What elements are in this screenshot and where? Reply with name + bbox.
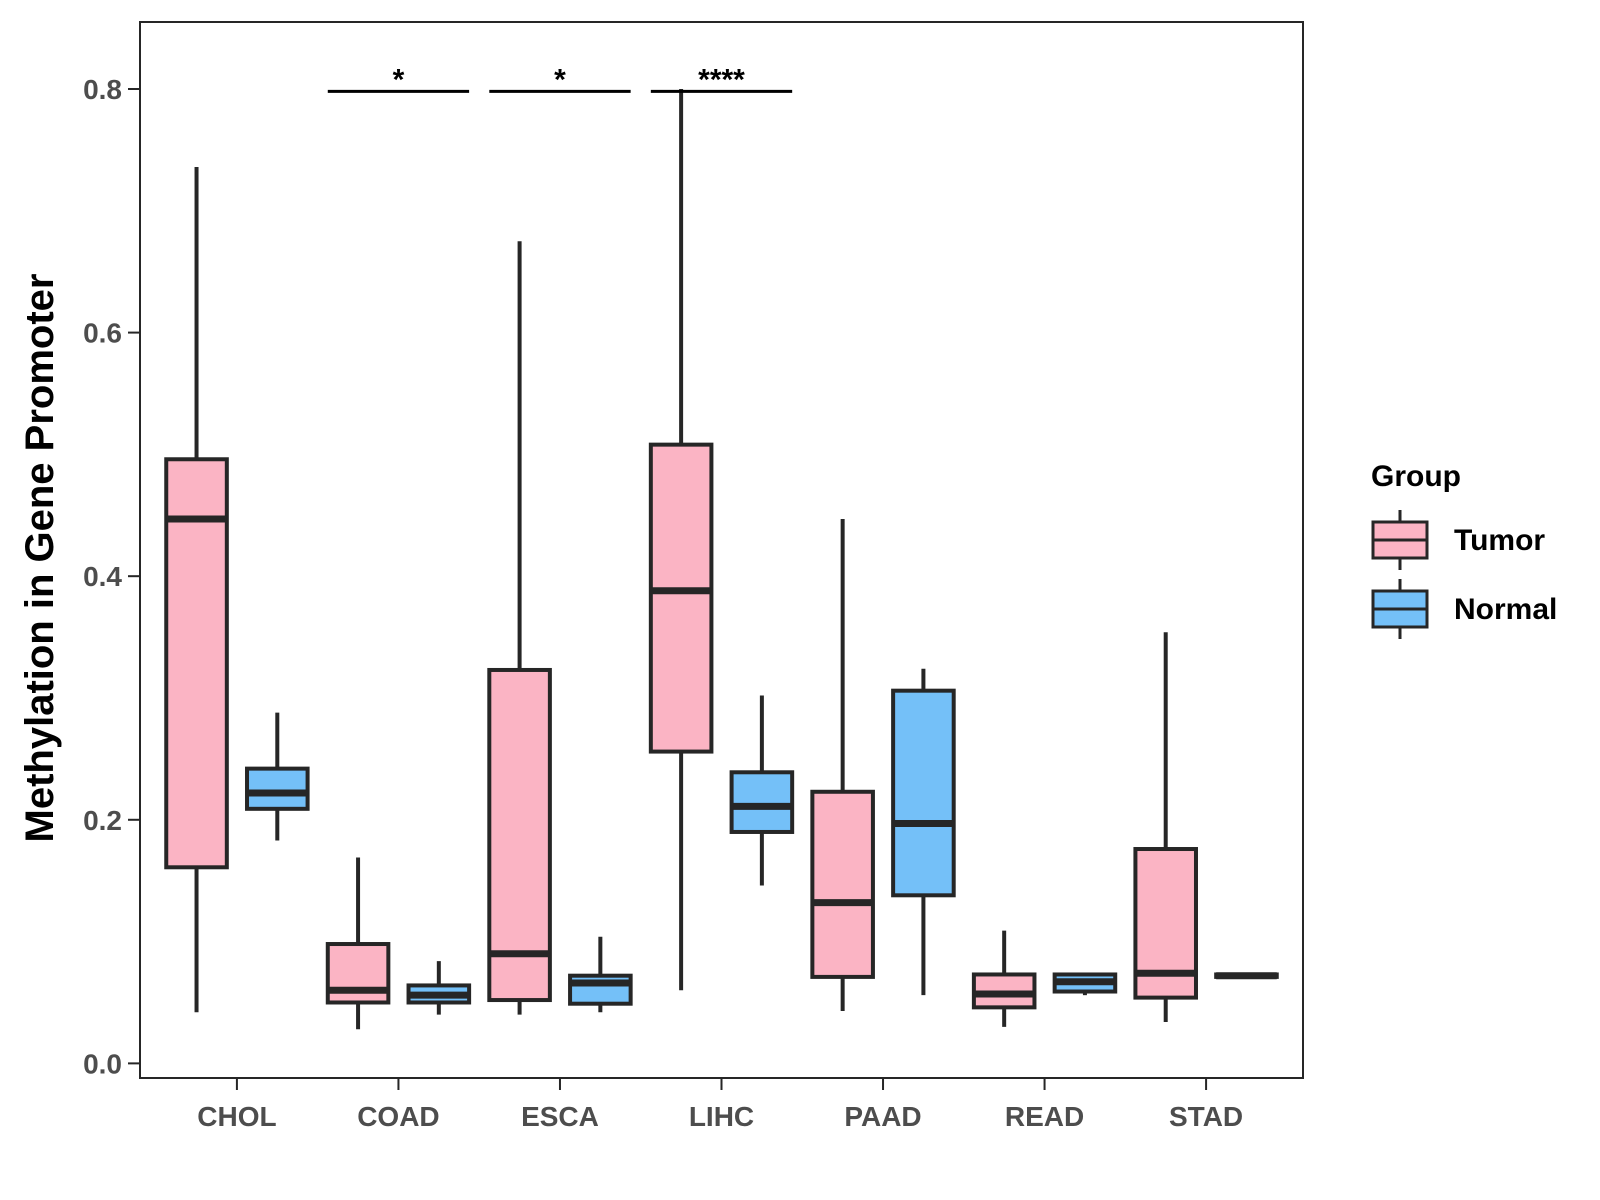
x-tick-label: CHOL <box>197 1101 276 1132</box>
box-iqr <box>648 442 714 754</box>
panel-frame-layer <box>139 21 1304 1079</box>
box-normal-paad <box>891 668 956 996</box>
significance-label: * <box>393 63 405 96</box>
box-iqr <box>891 688 956 898</box>
y-tick-label: 0.2 <box>83 805 122 836</box>
box-tumor-esca <box>487 241 552 1015</box>
series-tumor <box>164 88 1198 1030</box>
x-tick-label: STAD <box>1169 1101 1243 1132</box>
series-normal <box>245 668 1279 1015</box>
significance-label: **** <box>698 63 745 96</box>
significance-lihc: **** <box>650 63 793 96</box>
y-axis-title: Methylation in Gene Promoter <box>18 274 62 843</box>
box-iqr <box>245 766 310 811</box>
box-normal-coad <box>406 961 472 1015</box>
legend: Group Tumor Normal <box>1371 460 1557 639</box>
legend-label-normal: Normal <box>1454 593 1557 626</box>
box-iqr <box>810 789 875 979</box>
x-axis: CHOL COAD ESCA LIHC PAAD READ STAD <box>197 1078 1243 1132</box>
box-tumor-read <box>971 930 1037 1027</box>
y-tick-label: 0.0 <box>83 1048 122 1079</box>
box-normal-read <box>1052 972 1118 996</box>
box-tumor-paad <box>810 518 875 1012</box>
x-tick-label: LIHC <box>689 1101 754 1132</box>
box-iqr <box>729 770 795 834</box>
boxes-layer <box>164 88 1279 1030</box>
y-axis: 0.0 0.2 0.4 0.6 0.8 <box>83 74 140 1079</box>
x-tick-label: PAAD <box>844 1101 921 1132</box>
box-normal-lihc <box>729 695 795 886</box>
box-tumor-stad <box>1133 632 1198 1022</box>
panel-border <box>139 21 1304 1079</box>
x-tick-label: COAD <box>357 1101 439 1132</box>
y-tick-label: 0.8 <box>83 74 122 105</box>
box-tumor-coad <box>325 857 391 1030</box>
legend-key-normal <box>1371 579 1429 639</box>
x-tick-label: READ <box>1005 1101 1084 1132</box>
significance-label: * <box>554 63 566 96</box>
x-tick-label: ESCA <box>521 1101 599 1132</box>
box-iqr <box>164 457 229 870</box>
box-normal-chol <box>245 712 310 841</box>
legend-title: Group <box>1371 460 1461 493</box>
legend-key-tumor <box>1371 510 1429 570</box>
legend-item-normal: Normal <box>1371 579 1557 639</box>
box-iqr <box>487 667 552 1003</box>
significance-annotations: * * **** <box>327 63 793 96</box>
y-tick-label: 0.4 <box>83 561 122 592</box>
significance-coad: * <box>327 63 470 96</box>
significance-esca: * <box>489 63 631 96</box>
box-tumor-chol <box>164 166 229 1013</box>
y-tick-label: 0.6 <box>83 318 122 349</box>
box-normal-esca <box>568 936 633 1013</box>
box-normal-stad <box>1214 972 1279 980</box>
legend-item-tumor: Tumor <box>1371 510 1545 570</box>
box-tumor-lihc <box>648 88 714 991</box>
legend-label-tumor: Tumor <box>1454 524 1545 557</box>
